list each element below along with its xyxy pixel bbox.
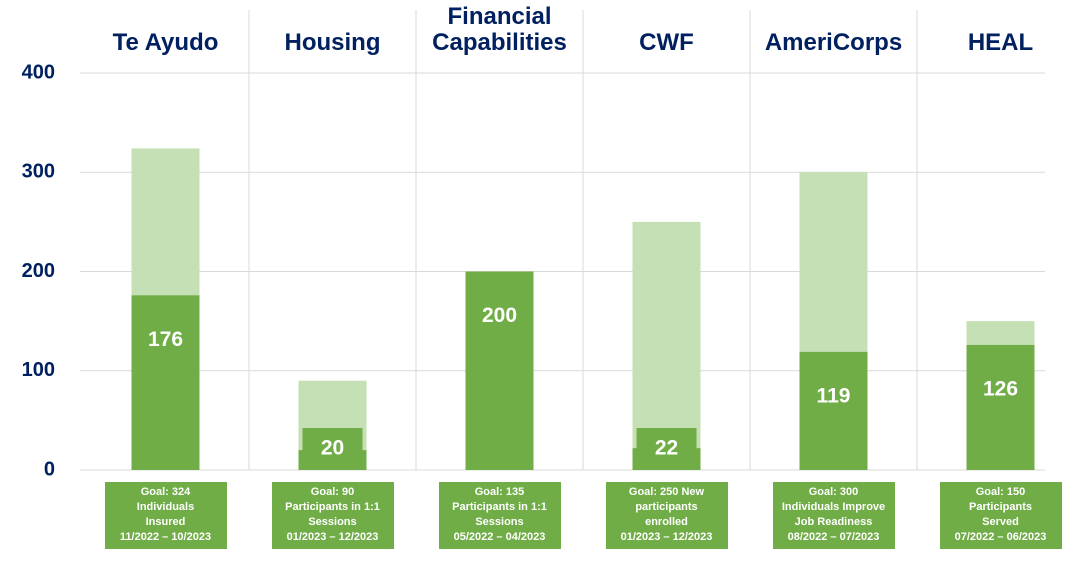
label-box: [636, 428, 697, 468]
goal-note-line: Job Readiness: [794, 516, 873, 528]
value-label: 119: [817, 384, 851, 407]
goal-note-line: Goal: 324: [140, 486, 191, 498]
goal-note-line: Sessions: [308, 516, 357, 528]
goal-note-line: Insured: [145, 516, 186, 528]
bar: [799, 351, 868, 470]
goal-note: Goal: 250 New participants enrolled 01/2023…: [605, 482, 728, 549]
goal-note-line: Goal: 250 New: [628, 486, 705, 498]
goal-note-line: 08/2022 – 07/2023: [787, 531, 880, 543]
goal-note-line: Individuals Improve: [781, 501, 886, 513]
goal-note-line: enrolled: [645, 516, 688, 528]
goal-note-line: 05/2022 – 04/2023: [453, 531, 546, 543]
goal-note-line: 07/2022 – 06/2023: [954, 531, 1047, 543]
goal-note: Goal: 150 Participants Served 07/2022 – 06/…: [939, 482, 1062, 549]
category-label: Housing: [284, 29, 381, 56]
category-label: Te Ayudo: [112, 29, 219, 56]
goal-note-line: Individuals: [136, 501, 195, 513]
goal-note-line: 11/2022 – 10/2023: [119, 531, 212, 543]
goal-note: Goal: 324 Individuals Insured 11/2022 – 10/…: [104, 482, 227, 549]
goal-note-line: Goal: 150: [975, 486, 1026, 498]
y-tick-label: 0: [44, 458, 55, 480]
category-label: Financial Capabilities: [432, 3, 567, 56]
bar: [465, 271, 534, 470]
value-label: 200: [482, 304, 517, 327]
goal-note: Goal: 90 Participants in 1:1 Sessions 01/20…: [271, 482, 394, 549]
goal-note-line: Participants in 1:1: [452, 501, 547, 513]
bar: [131, 295, 200, 470]
label-box: [302, 428, 363, 468]
goal-note-line: Participants in 1:1: [285, 501, 380, 513]
y-tick-label: 400: [22, 61, 55, 83]
goal-note-line: 01/2023 – 12/2023: [286, 531, 379, 543]
bar: [966, 344, 1035, 470]
goal-note-line: Served: [982, 516, 1019, 528]
y-tick-label: 200: [22, 260, 55, 282]
value-label: 22: [655, 437, 678, 460]
goal-note-line: Sessions: [475, 516, 524, 528]
goal-note-line: Participants: [969, 501, 1032, 513]
category-label: AmeriCorps: [764, 29, 903, 56]
goal-note-line: Goal: 135: [474, 486, 525, 498]
y-tick-label: 100: [22, 359, 55, 381]
value-label: 20: [321, 437, 344, 460]
category-label: HEAL: [967, 29, 1034, 56]
value-label: 126: [983, 377, 1018, 400]
goal-note-line: participants: [635, 501, 698, 513]
goal-note-line: 01/2023 – 12/2023: [620, 531, 713, 543]
y-tick-label: 300: [22, 161, 55, 183]
category-label: CWF: [639, 29, 694, 56]
value-label: 176: [148, 328, 183, 351]
goal-note: Goal: 300 Individuals Improve Job Readines…: [772, 482, 895, 549]
goal-note: Goal: 135 Participants in 1:1 Sessions 05/2…: [438, 482, 561, 549]
goal-note-line: Goal: 300: [808, 486, 859, 498]
goal-note-line: Goal: 90: [310, 486, 355, 498]
